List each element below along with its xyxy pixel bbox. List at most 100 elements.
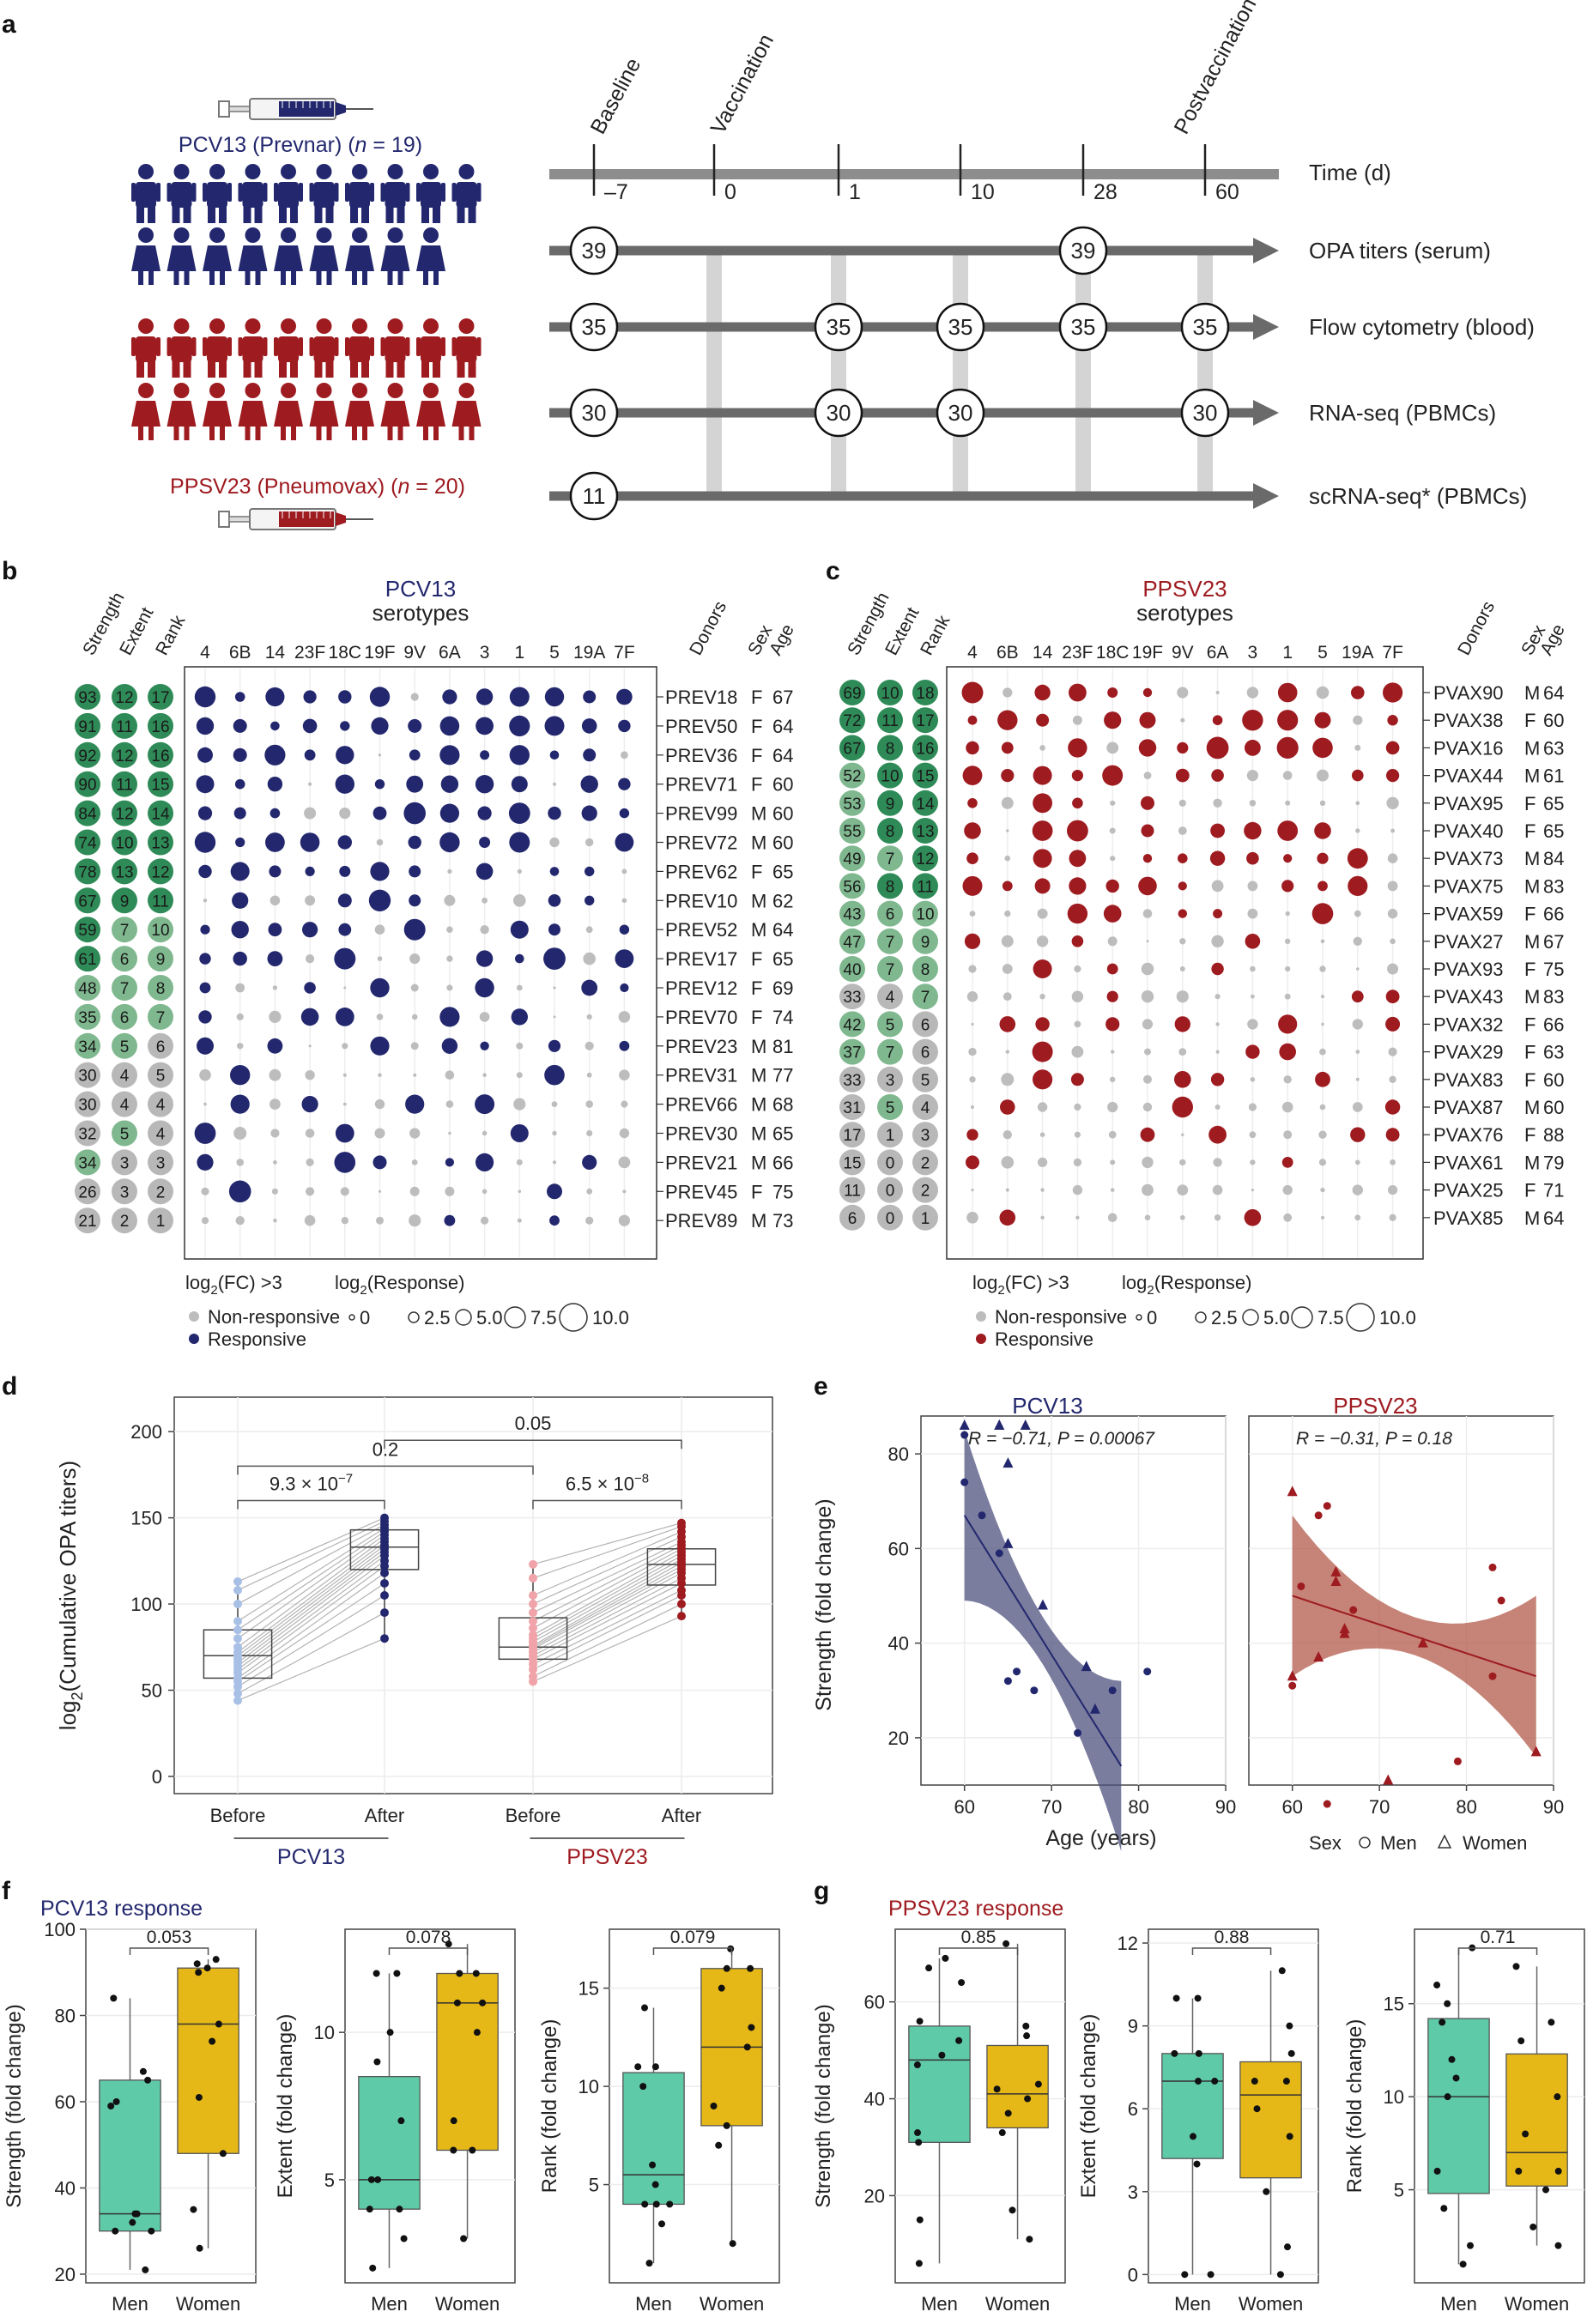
response-dot xyxy=(370,862,390,881)
response-dot xyxy=(966,741,979,755)
donor-sex: M xyxy=(751,1036,766,1057)
person-body xyxy=(421,336,441,362)
response-dot xyxy=(1352,769,1364,782)
response-dot xyxy=(1319,1048,1326,1056)
data-point xyxy=(677,1612,686,1621)
person-arm xyxy=(334,183,339,202)
response-dot xyxy=(1039,994,1045,1000)
response-dot xyxy=(305,1129,315,1138)
data-point xyxy=(233,1600,242,1609)
serotype-label: 6B xyxy=(996,643,1019,663)
person-leg xyxy=(220,427,225,440)
response-dot xyxy=(1106,963,1118,975)
response-dot xyxy=(549,867,560,876)
person-icon-ppsv23 xyxy=(274,318,303,378)
donor-age: 66 xyxy=(1543,904,1564,925)
score-value: 34 xyxy=(78,1154,97,1172)
donor-age: 65 xyxy=(772,861,793,882)
score-value: 48 xyxy=(78,980,96,998)
response-dot xyxy=(1206,736,1229,760)
response-dot xyxy=(969,911,976,917)
response-dot xyxy=(515,953,524,964)
response-dot xyxy=(236,1013,244,1020)
donor-id: PVAX93 xyxy=(1433,959,1504,980)
response-dot xyxy=(441,1038,458,1055)
response-dot xyxy=(340,1187,349,1196)
response-dot xyxy=(482,1130,488,1136)
data-point xyxy=(723,1964,730,1972)
score-value: 56 xyxy=(843,878,861,896)
person-icon-pcv13 xyxy=(416,164,445,223)
person-head xyxy=(209,383,225,398)
person-arm xyxy=(263,183,268,202)
data-point xyxy=(1439,2018,1446,2026)
person-body xyxy=(380,245,410,271)
person-icon-pcv13 xyxy=(380,227,410,285)
score-value: 6 xyxy=(120,1009,130,1027)
response-dot xyxy=(1107,936,1118,947)
score-value: 93 xyxy=(78,689,96,707)
response-dot xyxy=(197,1037,214,1055)
donor-id: PVAX16 xyxy=(1433,737,1504,759)
tick-label-y: 80 xyxy=(55,2005,76,2026)
score-value: 10 xyxy=(881,685,899,703)
data-point-women xyxy=(1287,1486,1298,1497)
paired-line xyxy=(237,1517,385,1583)
donor-id: PVAX25 xyxy=(1433,1180,1504,1201)
data-point xyxy=(529,1559,537,1569)
donor-age: 68 xyxy=(772,1094,793,1116)
tick-label-y: 3 xyxy=(1128,2182,1138,2203)
data-point xyxy=(1022,2022,1030,2030)
score-dot xyxy=(877,928,903,954)
person-head xyxy=(209,164,225,179)
donor-age: 67 xyxy=(1543,931,1564,953)
paired-line xyxy=(237,1583,385,1682)
score-dot xyxy=(839,1094,865,1120)
response-dot xyxy=(201,1217,209,1225)
sample-count-circle xyxy=(936,388,985,438)
data-point-men xyxy=(995,1549,1003,1558)
category-label: Men xyxy=(635,2293,672,2315)
response-dot xyxy=(1069,877,1087,895)
response-dot xyxy=(409,1128,421,1139)
donor-age: 83 xyxy=(1543,986,1564,1008)
response-dot xyxy=(510,1124,529,1142)
person-leg xyxy=(433,206,440,223)
response-dot xyxy=(543,947,566,970)
score-value: 16 xyxy=(151,747,169,766)
response-dot xyxy=(341,1217,348,1225)
donor-column-heading: Donors xyxy=(1454,598,1499,659)
response-dot xyxy=(308,782,312,786)
correlation-stat: R = −0.31, P = 0.18 xyxy=(1296,1429,1452,1449)
person-arm xyxy=(334,337,339,356)
data-point xyxy=(373,1970,380,1977)
response-dot xyxy=(269,1068,282,1081)
score-dot xyxy=(112,712,137,739)
paired-line xyxy=(237,1548,385,1660)
response-dot xyxy=(197,747,213,763)
regression-line xyxy=(1292,1595,1537,1678)
response-dot xyxy=(342,1102,347,1106)
person-arm xyxy=(238,183,243,202)
timeline-phase-label: Postvaccination xyxy=(1170,0,1262,138)
data-point xyxy=(743,2043,751,2051)
person-arm xyxy=(191,337,197,356)
person-leg xyxy=(183,360,191,378)
response-dot xyxy=(1142,1019,1154,1030)
donor-sex: F xyxy=(751,1007,762,1028)
donor-age: 66 xyxy=(772,1152,793,1173)
response-dot xyxy=(199,1068,211,1081)
response-dot xyxy=(374,779,385,790)
person-head xyxy=(387,227,403,243)
person-arm xyxy=(299,337,303,356)
person-leg xyxy=(361,206,369,223)
score-value: 15 xyxy=(916,768,934,786)
data-point xyxy=(190,2206,197,2213)
data-point xyxy=(529,1573,537,1583)
response-dot xyxy=(583,748,597,762)
response-dot xyxy=(621,1100,628,1108)
response-dot xyxy=(516,1042,524,1050)
response-dot xyxy=(1179,1159,1186,1166)
person-icon-pcv13 xyxy=(167,227,197,285)
score-value: 7 xyxy=(886,934,895,952)
